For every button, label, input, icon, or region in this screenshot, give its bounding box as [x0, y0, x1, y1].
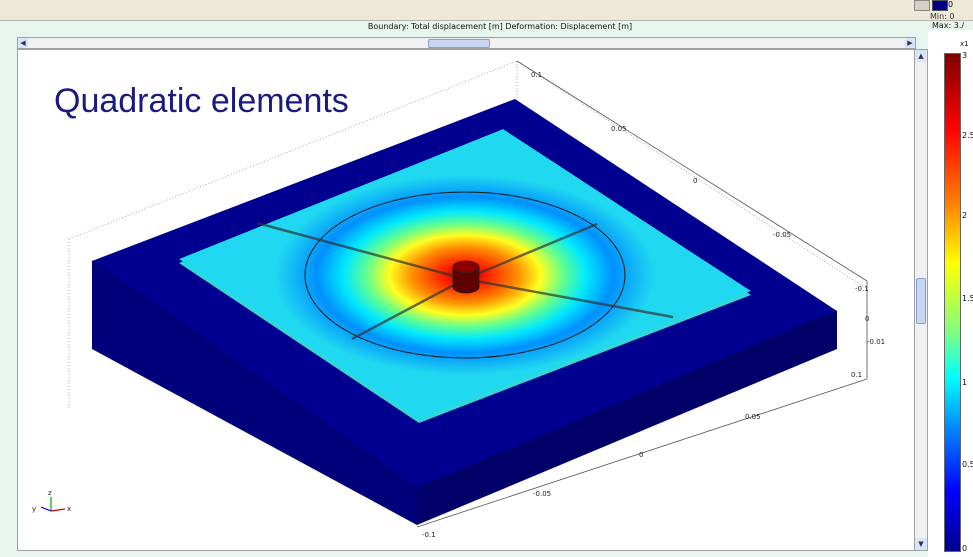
axis-tick: -0.05 [773, 231, 791, 239]
axis-tick: 0.05 [745, 413, 761, 421]
legend-zero-label: 0 [948, 0, 954, 9]
axis-tick: -0.01 [867, 338, 885, 346]
colorbar-tick: 0 [962, 544, 968, 553]
z-axis-ticks: 0 -0.01 [865, 315, 885, 346]
top-toolbar [0, 0, 973, 21]
membrane-circle [304, 191, 626, 359]
scroll-left-icon[interactable]: ◀ [18, 38, 28, 48]
colorbar-tick: 1.5 [962, 294, 973, 303]
colorbar [944, 53, 961, 552]
colorbar-tick: 2 [962, 211, 968, 220]
horizontal-scroll-thumb[interactable] [428, 39, 490, 48]
svg-text:x: x [67, 505, 71, 513]
svg-text:z: z [48, 489, 52, 497]
axis-tick: 0 [639, 451, 643, 459]
axis-tick: -0.1 [855, 285, 869, 293]
plot-title: Boundary: Total displacement [m] Deforma… [367, 22, 633, 31]
colorbar-tick: 0.5 [962, 460, 973, 469]
axis-lines [416, 60, 868, 528]
axis-tick: -0.1 [422, 531, 436, 539]
right-axis-ticks: 0.1 0.05 0 -0.05 -0.1 [531, 71, 869, 293]
center-post [452, 260, 480, 294]
scroll-up-icon[interactable]: ▲ [915, 50, 927, 62]
vertical-scrollbar[interactable]: ▲ ▼ [914, 49, 928, 551]
axis-tick: 0 [693, 177, 697, 185]
colorbar-tick: 3 [962, 51, 968, 60]
axis-tick: 0.1 [531, 71, 542, 79]
orientation-triad-icon: y x z [32, 489, 71, 513]
legend-swatch [932, 0, 948, 11]
scroll-down-icon[interactable]: ▼ [915, 538, 927, 550]
axis-tick: 0 [865, 315, 869, 323]
scroll-right-icon[interactable]: ▶ [905, 38, 915, 48]
svg-text:y: y [32, 505, 36, 513]
colorbar-tick: 1 [962, 378, 968, 387]
cross-supports [256, 221, 674, 341]
colorbar-exponent: x1 [960, 40, 969, 48]
horizontal-scrollbar[interactable]: ◀ ▶ [17, 37, 916, 49]
max-label: Max: 3./ [932, 21, 965, 30]
min-label: Min: 0 [930, 12, 955, 21]
axis-tick: 0.05 [611, 125, 627, 133]
axis-tick: -0.05 [533, 490, 551, 498]
base-right-face [417, 311, 837, 525]
vertical-scroll-thumb[interactable] [916, 278, 926, 324]
bottom-axis-ticks: 0.1 0.05 0 -0.05 -0.1 [422, 371, 862, 539]
colorbar-tick: 2.5 [962, 131, 973, 140]
slide-title: Quadratic elements [54, 82, 349, 120]
scroll-button[interactable] [914, 0, 930, 11]
axis-tick: 0.1 [851, 371, 862, 379]
displacement-3d-plot: 0.1 0.05 0 -0.05 -0.1 0 -0.01 0.1 0.05 0… [32, 60, 885, 539]
base-left-face [92, 261, 417, 525]
